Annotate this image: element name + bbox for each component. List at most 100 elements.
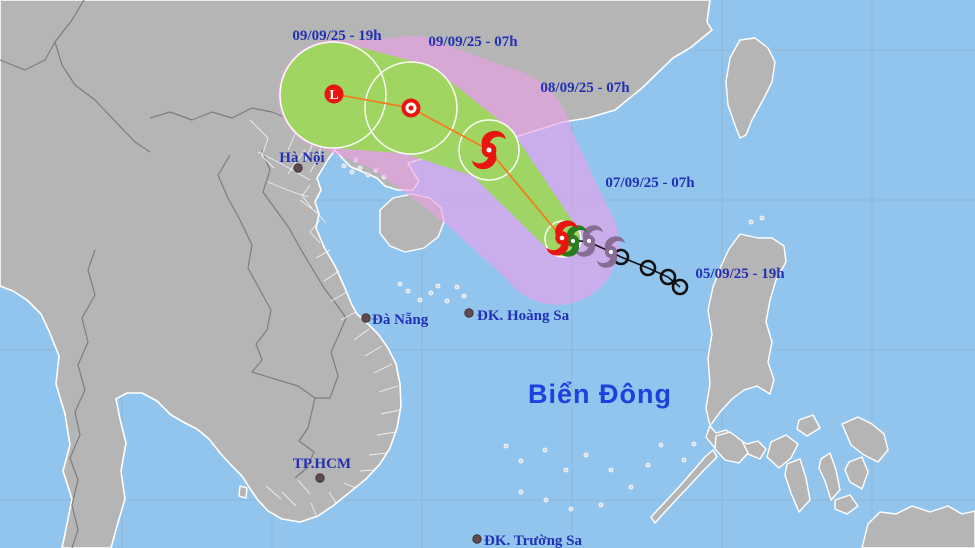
city-dot: [464, 308, 474, 318]
city-label: Đà Nẵng: [372, 312, 429, 328]
island-speck: [542, 447, 548, 453]
past-depression-marker: [659, 268, 677, 286]
province-border: [373, 363, 393, 374]
island: [784, 458, 811, 513]
island: [818, 452, 841, 501]
city-label: Hà Nội: [279, 150, 324, 166]
province-border: [287, 149, 306, 175]
track-date-label: 08/09/25 - 07h: [540, 80, 630, 96]
island-speck: [645, 462, 651, 468]
sea-name-label: Biển Đông: [528, 379, 672, 409]
province-border: [323, 270, 340, 282]
province-border: [310, 502, 317, 516]
island-speck: [341, 163, 347, 169]
country-border: [261, 149, 347, 319]
island-speck: [518, 489, 524, 495]
island-speck: [628, 484, 634, 490]
island-speck: [417, 297, 423, 303]
city-label: TP.HCM: [293, 456, 351, 472]
past-depression-marker: [639, 259, 657, 277]
country-border: [54, 0, 151, 153]
island-speck: [583, 452, 589, 458]
country-border: [69, 249, 96, 548]
province-border: [368, 452, 388, 456]
island-speck: [608, 467, 614, 473]
province-border: [380, 409, 401, 415]
island-speck: [759, 215, 765, 221]
forecast-track-line: [333, 93, 564, 240]
island-speck-layer: [341, 157, 765, 512]
island-speck: [748, 219, 754, 225]
island-speck: [357, 165, 363, 171]
track-date-label: 09/09/25 - 19h: [292, 28, 382, 44]
forecast-uncertainty-circle: [544, 220, 582, 258]
island: [714, 431, 749, 464]
forecast-uncertainty-circle: [364, 61, 458, 155]
city-dot: [361, 313, 371, 323]
city-dot: [472, 534, 482, 544]
track-date-label: 05/09/25 - 19h: [695, 266, 785, 282]
city-label: ĐK. Trường Sa: [484, 533, 583, 548]
past-depression-marker: [671, 278, 689, 296]
forecast-uncertainty-circle: [279, 41, 387, 149]
island-speck: [349, 169, 355, 175]
island: [650, 449, 718, 524]
province-border: [343, 482, 357, 489]
forecast-uncertainty-circle: [458, 119, 520, 181]
track-date-label: 09/09/25 - 07h: [428, 34, 518, 50]
province-border: [353, 328, 370, 341]
province-border: [281, 491, 297, 507]
island: [861, 505, 975, 548]
island-speck: [444, 298, 450, 304]
island-speck: [428, 290, 434, 296]
forecast-depression-marker-core: [408, 105, 414, 111]
province-border: [297, 479, 311, 495]
island-speck: [681, 457, 687, 463]
province-border: [257, 151, 311, 181]
province-border: [330, 291, 348, 302]
island-speck: [658, 442, 664, 448]
province-border: [376, 431, 397, 436]
island-speck: [543, 497, 549, 503]
island-speck: [435, 283, 441, 289]
province-border: [378, 385, 399, 393]
island-speck: [691, 441, 697, 447]
province-border: [249, 119, 275, 169]
city-dot: [315, 473, 325, 483]
island: [238, 485, 248, 499]
island: [844, 456, 869, 490]
island-speck: [563, 467, 569, 473]
island-speck: [598, 502, 604, 508]
forecast-low-letter: L: [329, 88, 338, 103]
province-border: [315, 249, 331, 259]
island-speck: [568, 506, 574, 512]
province-border: [267, 181, 309, 198]
storm-symbol-layer: L: [324, 84, 689, 296]
uncertainty-circles: [279, 41, 582, 258]
city-label: ĐK. Hoàng Sa: [477, 308, 570, 324]
country-border-layer: [0, 0, 347, 548]
province-border: [299, 199, 327, 224]
island-speck: [365, 172, 371, 178]
country-border: [251, 371, 316, 399]
province-border: [309, 219, 321, 244]
island: [705, 233, 787, 427]
island: [725, 37, 776, 139]
island-speck: [518, 458, 524, 464]
island-speck: [397, 281, 403, 287]
island: [766, 434, 799, 469]
track-date-label: 07/09/25 - 07h: [605, 175, 695, 191]
country-border: [217, 154, 272, 373]
province-border: [364, 345, 383, 357]
island-speck: [461, 293, 467, 299]
province-border: [340, 311, 357, 321]
forecast-low-marker: [324, 84, 344, 104]
island: [834, 494, 859, 515]
island-speck: [454, 284, 460, 290]
country-border: [0, 41, 56, 71]
city-dot: [293, 163, 303, 173]
province-border: [359, 469, 376, 472]
province-border: [265, 485, 282, 500]
